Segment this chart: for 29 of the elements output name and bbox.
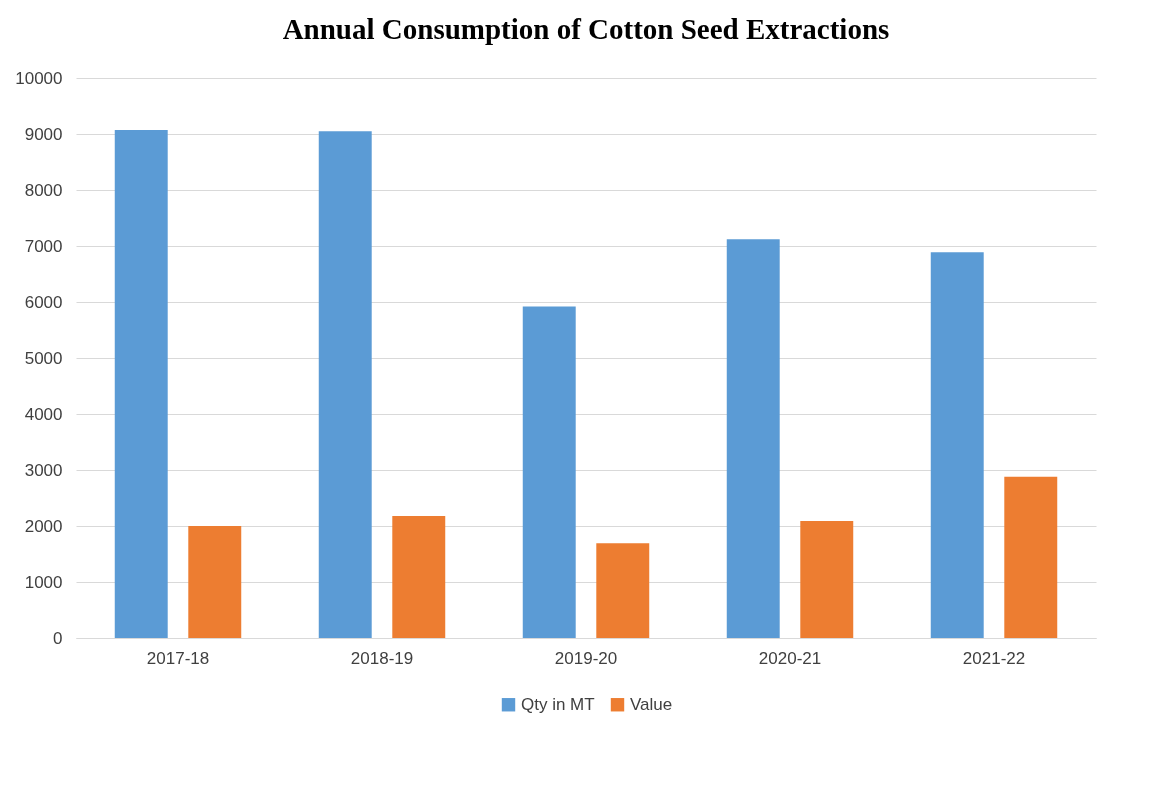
x-tick-label: 2020-21 (758, 648, 822, 668)
y-tick-label: 0 (53, 628, 63, 648)
legend-label: Value (630, 694, 673, 714)
bar (188, 526, 242, 638)
legend-label: Qty in MT (521, 694, 595, 714)
y-tick-label: 1000 (24, 572, 63, 592)
bar (392, 515, 446, 638)
x-tick-label: 2018-19 (350, 648, 414, 668)
bar (930, 252, 984, 638)
y-tick-label: 6000 (24, 292, 63, 312)
chart-title: Annual Consumption of Cotton Seed Extractions (282, 13, 890, 45)
x-tick-label: 2017-18 (146, 648, 210, 668)
bar (114, 130, 168, 638)
x-tick-label: 2019-20 (554, 648, 618, 668)
bar (522, 306, 576, 638)
y-tick-label: 10000 (15, 68, 63, 88)
bar (318, 131, 372, 638)
y-tick-label: 2000 (24, 516, 63, 536)
bar (596, 543, 650, 638)
y-tick-label: 7000 (24, 236, 63, 256)
y-tick-label: 4000 (24, 404, 63, 424)
y-tick-label: 5000 (24, 348, 63, 368)
y-tick-label: 3000 (24, 460, 63, 480)
bar (1004, 476, 1058, 638)
bar (800, 520, 854, 638)
bar (726, 239, 780, 638)
y-tick-label: 8000 (24, 180, 63, 200)
x-tick-label: 2021-22 (962, 648, 1026, 668)
y-tick-label: 9000 (24, 124, 63, 144)
